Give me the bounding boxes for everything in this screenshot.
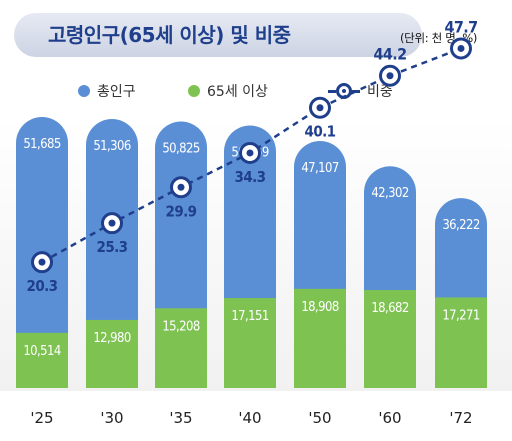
ratio-point-center <box>316 104 324 112</box>
total-value-label: 42,302 <box>371 186 408 201</box>
elderly-value-label: 18,908 <box>301 300 338 315</box>
ratio-value-label: 47.7 <box>444 17 477 36</box>
elderly-value-label: 15,208 <box>162 319 199 334</box>
x-tick-label: '72 <box>449 409 472 427</box>
total-value-label: 51,685 <box>23 137 60 152</box>
elderly-bar <box>86 319 138 388</box>
x-tick-label: '35 <box>169 409 192 427</box>
title-banner <box>14 13 422 57</box>
elderly-value-label: 17,151 <box>231 309 268 324</box>
green-dot-icon <box>188 85 200 97</box>
ratio-point-center <box>457 44 465 52</box>
ratio-point-center <box>386 72 394 80</box>
total-value-label: 50,825 <box>162 142 199 157</box>
elderly-value-label: 17,271 <box>442 308 479 323</box>
elderly-bar <box>364 290 416 388</box>
legend-item-elderly: 65세 이상 <box>188 80 268 102</box>
elderly-bar <box>16 332 68 388</box>
legend-label-total: 총인구 <box>97 84 136 100</box>
x-tick-label: '50 <box>308 409 331 427</box>
ratio-value-label: 25.3 <box>97 238 128 256</box>
x-tick-label: '40 <box>238 409 261 427</box>
ratio-point-center <box>246 149 254 157</box>
x-tick-label: '25 <box>30 409 53 427</box>
elderly-value-label: 18,682 <box>371 301 408 316</box>
elderly-value-label: 12,980 <box>93 331 130 346</box>
total-value-label: 36,222 <box>442 218 479 233</box>
elderly-value-label: 10,514 <box>23 344 60 359</box>
ratio-value-label: 40.1 <box>305 123 336 141</box>
legend-item-ratio: 비중 <box>328 80 393 102</box>
ratio-value-label: 44.2 <box>373 45 406 64</box>
ratio-value-label: 20.3 <box>27 277 58 295</box>
total-value-label: 47,107 <box>301 161 338 176</box>
ratio-point-center <box>108 219 116 227</box>
ratio-marker-icon <box>328 83 360 99</box>
ratio-point-center <box>177 183 185 191</box>
ratio-value-label: 29.9 <box>166 202 197 220</box>
elderly-bar <box>224 298 276 388</box>
legend-label-ratio: 비중 <box>367 84 393 100</box>
elderly-bar <box>435 297 487 388</box>
ratio-value-label: 34.3 <box>235 168 266 186</box>
legend-label-elderly: 65세 이상 <box>207 84 268 100</box>
total-value-label: 51,306 <box>93 139 130 154</box>
elderly-bar <box>294 288 346 388</box>
chart-title: 고령인구(65세 이상) 및 비중 <box>48 23 291 47</box>
x-tick-label: '60 <box>378 409 401 427</box>
ratio-point-center <box>38 258 46 266</box>
x-tick-label: '30 <box>100 409 123 427</box>
elderly-bar <box>155 308 207 388</box>
legend-item-total: 총인구 <box>78 80 136 102</box>
blue-dot-icon <box>78 85 90 97</box>
